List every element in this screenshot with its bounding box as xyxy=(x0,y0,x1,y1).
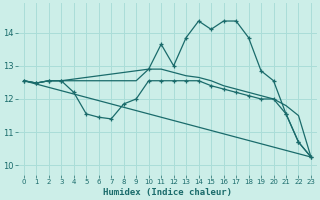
X-axis label: Humidex (Indice chaleur): Humidex (Indice chaleur) xyxy=(103,188,232,197)
